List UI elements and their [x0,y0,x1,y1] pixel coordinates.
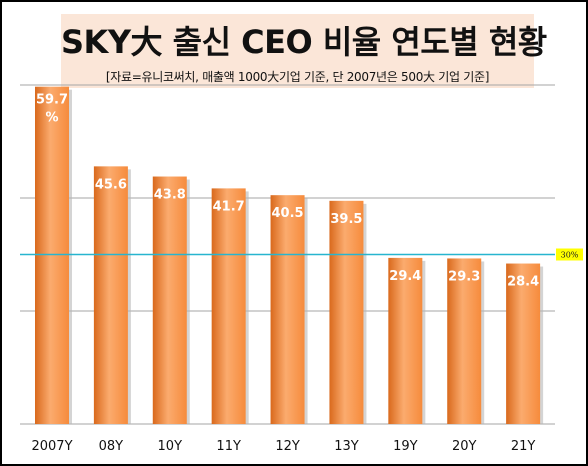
data-label-unit: % [45,111,58,126]
chart-title: SKY大 출신 CEO 비율 연도별 현황 [61,23,547,61]
bars [35,86,544,425]
bar [447,258,482,424]
data-label: 59.7 [36,93,68,108]
reference-label-box [556,248,583,261]
data-label: 29.3 [448,269,480,284]
x-tick-label: 12Y [275,439,300,454]
data-label: 40.5 [272,206,304,221]
x-tick-label: 08Y [99,439,124,454]
bar [270,195,305,424]
x-tick-label: 20Y [452,439,477,454]
x-tick-labels: 2007Y 08Y 10Y 11Y 12Y 13Y 19Y 20Y 21Y [31,439,535,454]
title-background [61,14,534,66]
data-label: 29.4 [389,269,421,284]
bar [152,176,187,424]
data-label: 45.6 [95,177,127,192]
reference-label: 30% [561,251,579,260]
data-label: 28.4 [507,275,539,290]
bar [506,263,541,424]
bar [93,166,128,425]
bar [35,86,69,424]
x-tick-label: 13Y [334,439,359,454]
x-tick-label: 21Y [511,439,536,454]
data-label: 39.5 [330,212,362,227]
bar [211,188,246,424]
data-labels: 59.7% 45.6 43.8 41.7 40.5 39.5 29.4 29.3 28.4 [36,93,539,290]
data-label: 41.7 [213,199,245,214]
data-label: 43.8 [154,188,186,203]
reference-line-group: 30% [20,248,583,261]
x-tick-label: 2007Y [31,439,72,454]
bar [329,200,364,424]
chart-subtitle: [자료=유니코써치, 매출액 1000大기업 기준, 단 2007년은 500大… [105,70,490,84]
x-tick-label: 10Y [158,439,183,454]
x-tick-label: 19Y [393,439,418,454]
bar [388,257,423,424]
x-tick-label: 11Y [216,439,241,454]
subtitle-background [61,66,534,88]
